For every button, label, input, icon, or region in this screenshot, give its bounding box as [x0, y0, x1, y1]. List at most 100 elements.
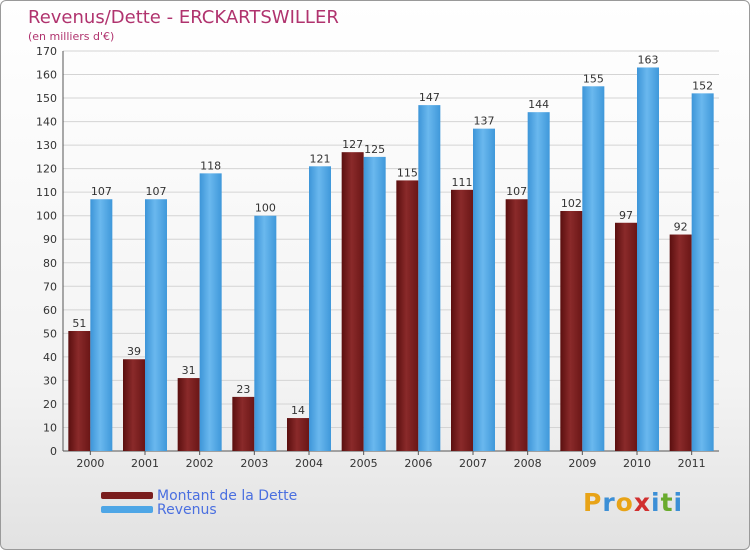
logo-letter: t: [660, 488, 674, 517]
data-label-revenus: 100: [255, 202, 276, 215]
x-tick-label: 2003: [240, 457, 268, 470]
logo-letter: r: [602, 488, 616, 517]
data-label-dette: 111: [452, 176, 473, 189]
bar-revenus: [418, 105, 441, 451]
bar-revenus: [145, 199, 167, 451]
data-label-revenus: 155: [583, 72, 604, 85]
bar-dette: [560, 211, 583, 451]
x-tick-label: 2011: [678, 457, 706, 470]
data-label-revenus: 125: [364, 143, 385, 156]
x-tick-label: 2002: [186, 457, 214, 470]
bar-revenus: [527, 112, 550, 452]
y-tick-label: 90: [43, 233, 57, 246]
bar-revenus: [691, 93, 714, 452]
bar-revenus: [309, 166, 331, 451]
logo-letter: x: [633, 488, 651, 517]
bars: [68, 67, 714, 452]
logo-letter: i: [673, 488, 684, 517]
bar-revenus: [363, 156, 386, 451]
bar-revenus: [582, 86, 605, 451]
y-tick-label: 50: [43, 327, 57, 340]
y-tick-label: 20: [43, 398, 57, 411]
proxiti-logo: Proxiti: [583, 488, 683, 517]
bar-dette: [341, 152, 364, 452]
legend-item-revenus: Revenus: [101, 501, 217, 518]
x-tick-label: 2004: [295, 457, 323, 470]
x-tick-label: 2000: [76, 457, 104, 470]
x-tick-label: 2009: [568, 457, 596, 470]
y-tick-label: 120: [36, 163, 57, 176]
chart-subtitle: (en milliers d'€): [28, 30, 115, 43]
x-tick-label: 2005: [350, 457, 378, 470]
data-label-revenus: 147: [419, 91, 440, 104]
data-label-dette: 115: [397, 166, 418, 179]
data-label-revenus: 137: [474, 115, 495, 128]
logo-letter: i: [651, 488, 661, 517]
y-tick-label: 80: [43, 257, 57, 270]
bar-dette: [123, 359, 145, 451]
bar-dette: [177, 378, 200, 451]
data-label-revenus: 107: [91, 185, 112, 198]
grid-lines: [63, 50, 719, 452]
y-tick-label: 70: [43, 280, 57, 293]
data-label-dette: 97: [619, 209, 633, 222]
y-tick-label: 30: [43, 374, 57, 387]
bar-revenus: [199, 173, 222, 451]
bar-revenus: [90, 199, 113, 451]
y-tick-label: 0: [50, 445, 57, 458]
data-label-dette: 51: [72, 317, 86, 330]
data-label-revenus: 163: [638, 53, 659, 66]
legend-label-dette: Montant de la Dette: [157, 487, 298, 504]
legend-label-revenus: Revenus: [157, 501, 217, 518]
data-label-revenus: 118: [200, 159, 221, 172]
bar-dette: [451, 189, 473, 451]
logo-letter: P: [583, 488, 603, 517]
data-labels: 51 107 39 107 31 118 23 100 14 121 127 125 115 147 111…: [72, 53, 713, 417]
bar-revenus: [637, 67, 659, 452]
x-tick-label: 2008: [514, 457, 542, 470]
x-tick-label: 2001: [131, 457, 159, 470]
x-tick-label: 2006: [404, 457, 432, 470]
y-tick-label: 110: [36, 186, 57, 199]
y-tick-label: 170: [36, 45, 57, 58]
x-tick-label: 2010: [623, 457, 651, 470]
bar-dette: [669, 234, 692, 451]
y-tick-label: 60: [43, 304, 57, 317]
bar-revenus: [254, 215, 277, 451]
y-tick-label: 40: [43, 351, 57, 364]
bar-dette: [287, 418, 309, 451]
data-label-dette: 107: [506, 185, 527, 198]
data-label-revenus: 121: [310, 152, 331, 165]
data-label-revenus: 152: [692, 79, 713, 92]
y-tick-label: 160: [36, 69, 57, 82]
x-tick-label: 2007: [459, 457, 487, 470]
bar-revenus: [473, 128, 495, 451]
y-tick-label: 130: [36, 139, 57, 152]
y-tick-label: 10: [43, 421, 57, 434]
data-label-revenus: 107: [146, 185, 167, 198]
legend-swatch-revenus: [101, 506, 153, 513]
data-label-dette: 39: [127, 345, 141, 358]
bar-dette: [505, 199, 528, 451]
bar-dette: [232, 396, 255, 451]
axes: 0 10 20 30 40 50 60 70 80 90 100 110 120 130 140 150 160…: [36, 45, 719, 470]
data-label-dette: 23: [236, 383, 250, 396]
y-tick-label: 100: [36, 210, 57, 223]
data-label-dette: 31: [182, 364, 196, 377]
data-label-dette: 102: [561, 197, 582, 210]
y-tick-label: 150: [36, 92, 57, 105]
bar-dette: [68, 331, 91, 451]
bar-dette: [396, 180, 419, 452]
legend-swatch-dette: [101, 492, 153, 499]
chart-title: Revenus/Dette - ERCKARTSWILLER: [28, 7, 339, 28]
data-label-dette: 92: [674, 221, 688, 234]
bar-dette: [615, 222, 637, 451]
y-tick-label: 140: [36, 116, 57, 129]
data-label-dette: 127: [342, 138, 363, 151]
data-label-dette: 14: [291, 404, 305, 417]
logo-letter: o: [615, 488, 634, 517]
legend-item-dette: Montant de la Dette: [101, 487, 298, 504]
data-label-revenus: 144: [528, 98, 549, 111]
